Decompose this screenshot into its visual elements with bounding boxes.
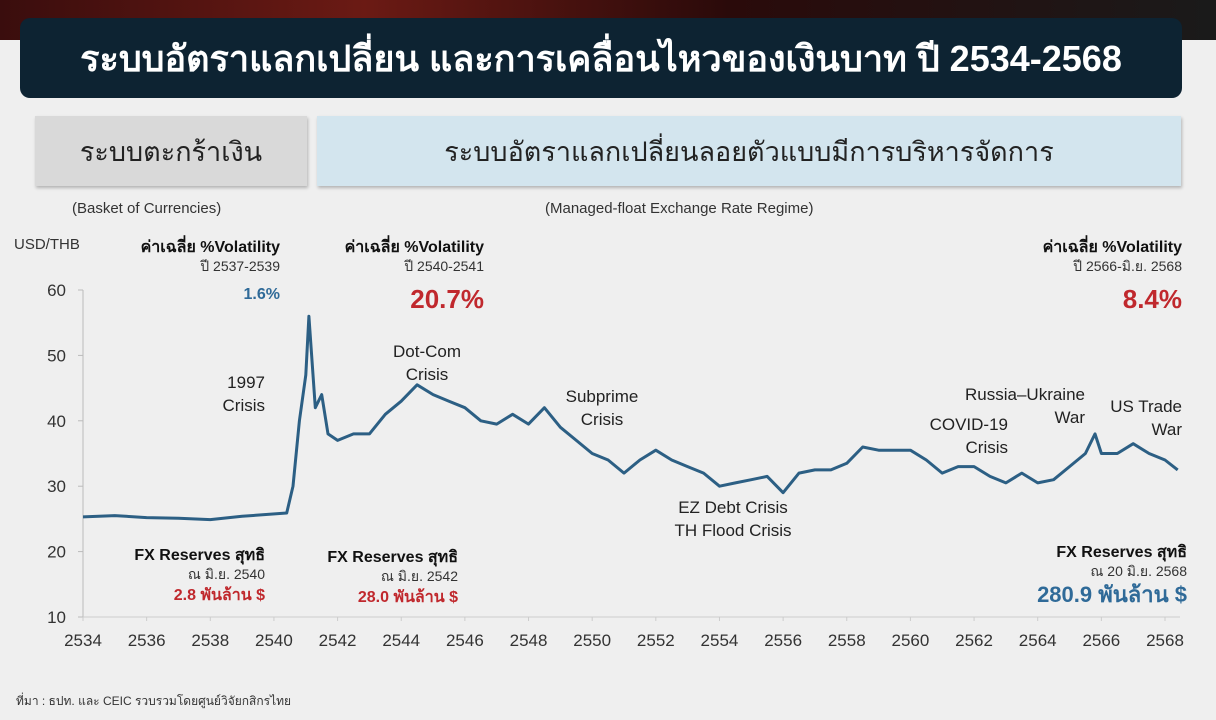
y-tick-label: 50	[47, 346, 66, 365]
volatility-period: ปี 2537-2539	[200, 258, 280, 274]
x-tick-label: 2552	[637, 631, 675, 650]
event-label: US Trade	[1110, 397, 1182, 416]
event-label: Subprime	[566, 387, 639, 406]
event-label: 1997	[227, 373, 265, 392]
x-tick-label: 2566	[1082, 631, 1120, 650]
event-label: Crisis	[223, 396, 266, 415]
event-label: EZ Debt Crisis	[678, 498, 788, 517]
reserves-value: 28.0 พันล้าน $	[358, 588, 458, 606]
y-tick-label: 10	[47, 608, 66, 627]
reserves-title: FX Reserves สุทธิ	[134, 546, 265, 565]
reserves-title: FX Reserves สุทธิ	[327, 548, 458, 567]
x-tick-label: 2546	[446, 631, 484, 650]
x-tick-label: 2568	[1146, 631, 1184, 650]
page-title: ระบบอัตราแลกเปลี่ยน และการเคลื่อนไหวของเ…	[20, 18, 1182, 98]
x-tick-label: 2558	[828, 631, 866, 650]
reserves-title: FX Reserves สุทธิ	[1056, 543, 1187, 562]
volatility-value: 8.4%	[1123, 284, 1182, 314]
series-line-usd-thb	[82, 314, 1179, 522]
event-label: Russia–Ukraine	[965, 385, 1085, 404]
volatility-title: ค่าเฉลี่ย %Volatility	[345, 235, 485, 256]
reserves-date: ณ มิ.ย. 2540	[188, 566, 265, 582]
regime-basket: ระบบตะกร้าเงิน	[35, 116, 307, 186]
reserves-date: ณ มิ.ย. 2542	[381, 568, 458, 584]
source-note: ที่มา : ธปท. และ CEIC รวบรวมโดยศูนย์วิจั…	[16, 694, 292, 708]
volatility-period: ปี 2540-2541	[404, 258, 484, 274]
x-tick-label: 2550	[573, 631, 611, 650]
y-tick-label: 20	[47, 543, 66, 562]
regime-managed-float-sublabel: (Managed-float Exchange Rate Regime)	[545, 200, 814, 217]
y-axis-label: USD/THB	[14, 236, 80, 253]
regime-managed-float: ระบบอัตราแลกเปลี่ยนลอยตัวแบบมีการบริหารจ…	[317, 116, 1181, 186]
y-tick-label: 30	[47, 477, 66, 496]
x-tick-label: 2554	[701, 631, 739, 650]
reserves-value: 280.9 พันล้าน $	[1037, 582, 1187, 607]
volatility-period: ปี 2566-มิ.ย. 2568	[1073, 258, 1183, 274]
x-tick-label: 2536	[128, 631, 166, 650]
event-label: War	[1054, 408, 1085, 427]
x-tick-label: 2540	[255, 631, 293, 650]
x-tick-label: 2548	[510, 631, 548, 650]
x-tick-label: 2564	[1019, 631, 1057, 650]
x-tick-label: 2556	[764, 631, 802, 650]
y-tick-label: 60	[47, 281, 66, 300]
event-label: War	[1151, 420, 1182, 439]
event-label: TH Flood Crisis	[674, 521, 791, 540]
regime-basket-sublabel: (Basket of Currencies)	[72, 200, 222, 217]
reserves-value: 2.8 พันล้าน $	[174, 586, 265, 604]
reserves-date: ณ 20 มิ.ย. 2568	[1090, 563, 1187, 579]
volatility-title: ค่าเฉลี่ย %Volatility	[141, 235, 281, 256]
x-tick-label: 2534	[64, 631, 102, 650]
event-label: Dot-Com	[393, 342, 461, 361]
x-tick-label: 2538	[191, 631, 229, 650]
x-tick-label: 2544	[382, 631, 420, 650]
x-tick-label: 2562	[955, 631, 993, 650]
event-label: COVID-19	[930, 415, 1008, 434]
x-tick-label: 2560	[891, 631, 929, 650]
y-tick-label: 40	[47, 412, 66, 431]
event-label: Crisis	[406, 365, 449, 384]
volatility-title: ค่าเฉลี่ย %Volatility	[1043, 235, 1183, 256]
volatility-value: 1.6%	[244, 286, 280, 303]
x-tick-label: 2542	[319, 631, 357, 650]
volatility-value: 20.7%	[410, 284, 484, 314]
event-label: Crisis	[581, 410, 624, 429]
event-label: Crisis	[966, 438, 1009, 457]
